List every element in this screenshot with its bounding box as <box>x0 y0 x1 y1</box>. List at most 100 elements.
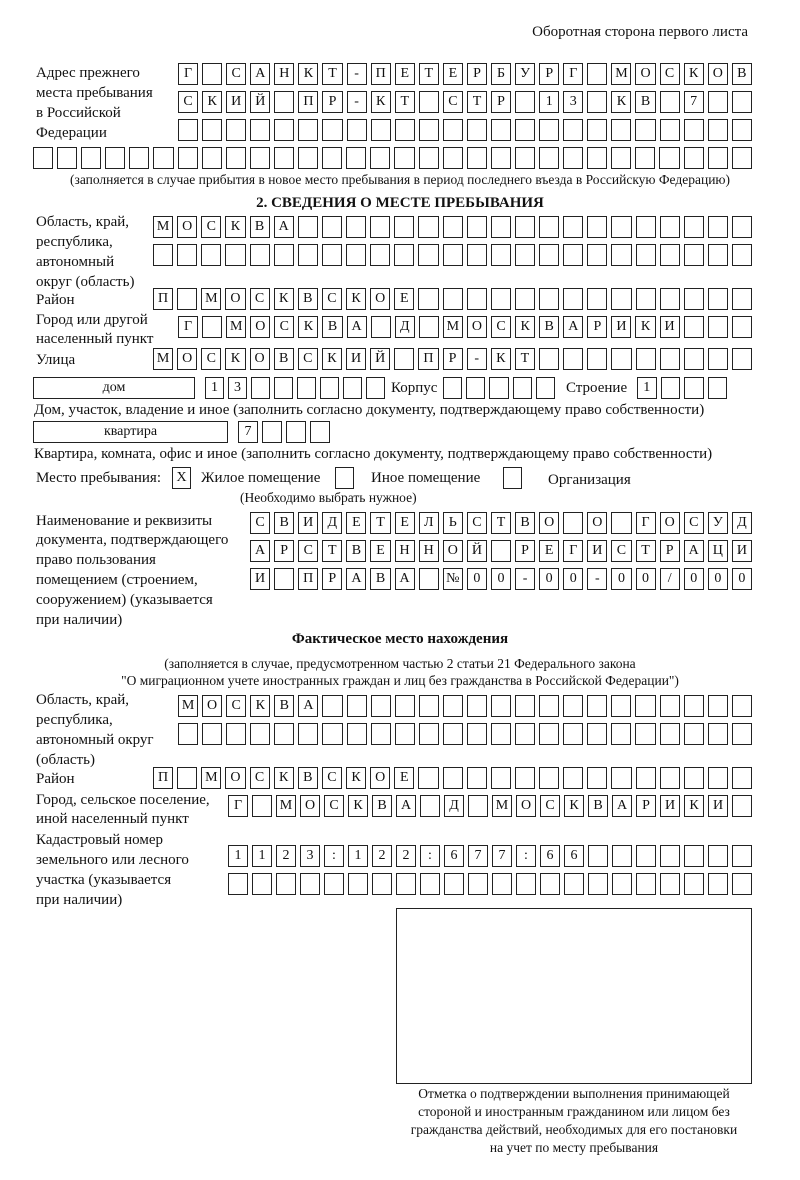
organization-checkbox[interactable] <box>503 467 522 489</box>
char-cell[interactable] <box>466 147 487 169</box>
char-cell[interactable]: Г <box>178 63 199 85</box>
char-cell[interactable] <box>539 348 560 370</box>
char-cell[interactable]: Т <box>322 63 343 85</box>
char-cell[interactable]: В <box>273 348 294 370</box>
char-cell[interactable] <box>587 695 608 717</box>
char-cell[interactable]: Ь <box>442 512 463 534</box>
char-cell[interactable] <box>539 695 560 717</box>
char-cell[interactable] <box>418 767 439 789</box>
char-cell[interactable]: 2 <box>276 845 296 867</box>
char-cell[interactable]: К <box>202 91 223 113</box>
char-cell[interactable] <box>636 845 656 867</box>
char-cell[interactable] <box>587 288 608 310</box>
char-cell[interactable]: 6 <box>564 845 584 867</box>
char-cell[interactable]: В <box>297 767 318 789</box>
char-cell[interactable]: О <box>300 795 320 817</box>
char-cell[interactable]: О <box>225 767 246 789</box>
char-cell[interactable] <box>731 316 752 338</box>
char-cell[interactable] <box>251 377 270 399</box>
char-cell[interactable] <box>707 767 728 789</box>
char-cell[interactable]: И <box>731 540 752 562</box>
char-cell[interactable]: Й <box>250 91 271 113</box>
char-cell[interactable] <box>563 512 584 534</box>
char-cell[interactable]: - <box>466 348 487 370</box>
char-cell[interactable]: П <box>370 63 391 85</box>
char-cell[interactable]: 0 <box>707 568 728 590</box>
char-cell[interactable]: Г <box>228 795 248 817</box>
char-cell[interactable] <box>683 216 704 238</box>
char-cell[interactable] <box>442 723 463 745</box>
previous-address-row-4[interactable] <box>33 147 752 169</box>
char-cell[interactable] <box>635 348 656 370</box>
char-cell[interactable] <box>273 244 294 266</box>
char-cell[interactable] <box>587 147 608 169</box>
char-cell[interactable] <box>707 316 728 338</box>
char-cell[interactable]: Р <box>539 63 560 85</box>
char-cell[interactable]: О <box>225 288 246 310</box>
char-cell[interactable] <box>635 767 656 789</box>
char-cell[interactable] <box>490 540 512 562</box>
char-cell[interactable]: С <box>178 91 199 113</box>
char-cell[interactable] <box>442 216 463 238</box>
char-cell[interactable]: 7 <box>468 845 488 867</box>
char-cell[interactable]: К <box>250 695 271 717</box>
char-cell[interactable] <box>372 873 392 895</box>
char-cell[interactable] <box>684 377 704 399</box>
char-cell[interactable] <box>707 723 728 745</box>
char-cell[interactable]: О <box>442 540 463 562</box>
char-cell[interactable]: Е <box>346 512 367 534</box>
char-cell[interactable]: В <box>297 288 318 310</box>
char-cell[interactable] <box>492 873 512 895</box>
char-cell[interactable]: Л <box>418 512 439 534</box>
char-cell[interactable]: А <box>612 795 632 817</box>
char-cell[interactable] <box>202 316 223 338</box>
char-cell[interactable]: К <box>273 767 294 789</box>
char-cell[interactable] <box>588 845 608 867</box>
char-cell[interactable] <box>394 147 415 169</box>
char-cell[interactable] <box>442 147 463 169</box>
char-cell[interactable]: Т <box>394 91 415 113</box>
char-cell[interactable] <box>394 348 415 370</box>
char-cell[interactable] <box>635 723 656 745</box>
char-cell[interactable] <box>563 244 584 266</box>
char-cell[interactable] <box>587 244 608 266</box>
char-cell[interactable]: С <box>321 767 342 789</box>
char-cell[interactable] <box>394 244 415 266</box>
char-cell[interactable]: Д <box>731 512 752 534</box>
char-cell[interactable]: К <box>635 316 656 338</box>
char-cell[interactable]: И <box>659 316 680 338</box>
char-cell[interactable]: С <box>297 348 318 370</box>
char-cell[interactable]: И <box>250 568 271 590</box>
char-cell[interactable] <box>587 119 608 141</box>
char-cell[interactable] <box>515 723 536 745</box>
char-cell[interactable]: Т <box>466 91 488 113</box>
char-cell[interactable] <box>466 244 487 266</box>
char-cell[interactable]: : <box>420 845 440 867</box>
char-cell[interactable]: О <box>516 795 536 817</box>
char-cell[interactable] <box>514 216 535 238</box>
char-cell[interactable] <box>732 873 752 895</box>
char-cell[interactable] <box>201 147 222 169</box>
char-cell[interactable] <box>202 63 223 85</box>
char-cell[interactable] <box>322 695 343 717</box>
char-cell[interactable]: Д <box>444 795 464 817</box>
char-cell[interactable] <box>539 119 560 141</box>
char-cell[interactable] <box>587 348 608 370</box>
char-cell[interactable]: К <box>346 288 367 310</box>
char-cell[interactable]: И <box>660 795 680 817</box>
char-cell[interactable]: О <box>370 288 391 310</box>
char-cell[interactable]: Е <box>539 540 560 562</box>
char-cell[interactable] <box>563 288 584 310</box>
char-cell[interactable] <box>57 147 78 169</box>
char-cell[interactable] <box>684 873 704 895</box>
char-cell[interactable]: С <box>321 288 342 310</box>
char-cell[interactable] <box>201 244 222 266</box>
char-cell[interactable] <box>346 244 367 266</box>
char-cell[interactable] <box>563 147 584 169</box>
char-cell[interactable]: 1 <box>637 377 657 399</box>
char-cell[interactable] <box>442 288 463 310</box>
char-cell[interactable] <box>177 288 198 310</box>
char-cell[interactable] <box>659 119 680 141</box>
